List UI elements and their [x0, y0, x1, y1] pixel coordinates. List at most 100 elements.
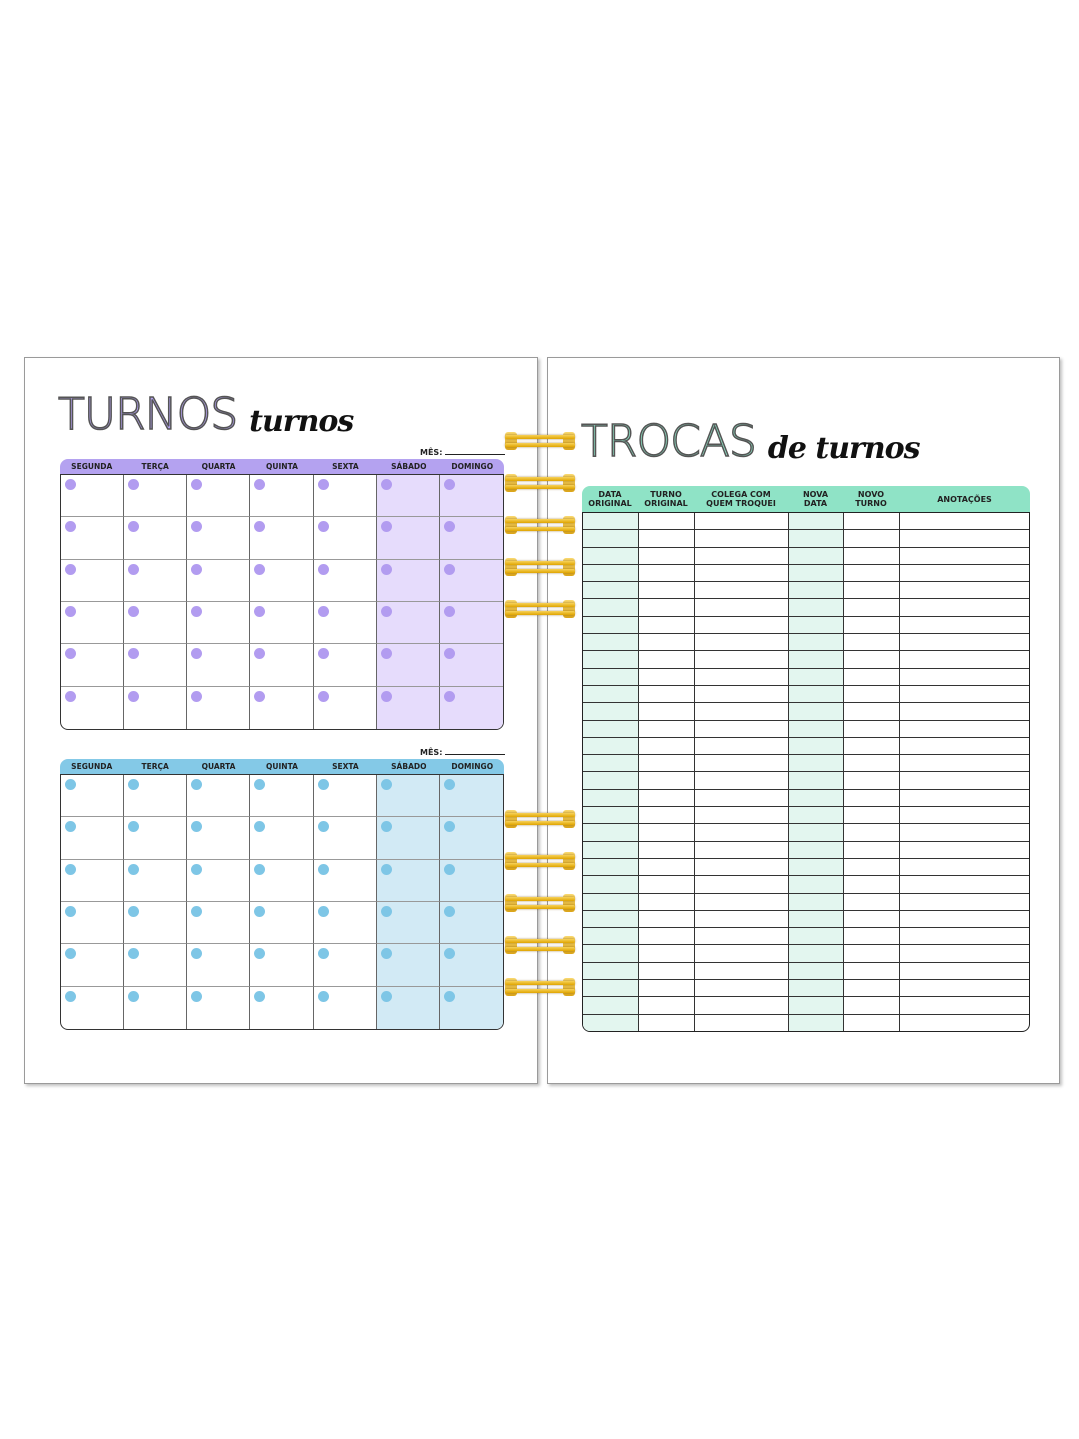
- table-cell[interactable]: [639, 616, 696, 634]
- table-cell[interactable]: [900, 859, 1029, 875]
- day-cell[interactable]: [187, 901, 251, 945]
- day-cell[interactable]: [61, 686, 125, 729]
- table-cell[interactable]: [844, 962, 901, 980]
- table-cell[interactable]: [788, 962, 844, 980]
- table-cell[interactable]: [695, 530, 789, 547]
- table-cell[interactable]: [695, 772, 789, 789]
- day-cell[interactable]: [61, 859, 125, 902]
- table-cell[interactable]: [639, 928, 696, 945]
- day-cell[interactable]: [250, 901, 314, 945]
- table-cell[interactable]: [695, 841, 789, 858]
- table-cell[interactable]: [900, 945, 1029, 961]
- day-cell[interactable]: [439, 475, 503, 518]
- table-cell[interactable]: [583, 737, 640, 755]
- day-cell[interactable]: [187, 686, 251, 729]
- table-cell[interactable]: [639, 547, 696, 564]
- table-cell[interactable]: [900, 721, 1029, 737]
- day-cell[interactable]: [376, 775, 440, 818]
- day-cell[interactable]: [187, 986, 251, 1029]
- table-cell[interactable]: [695, 616, 789, 634]
- day-cell[interactable]: [376, 475, 440, 518]
- day-cell[interactable]: [187, 475, 251, 518]
- day-cell[interactable]: [124, 986, 188, 1029]
- table-cell[interactable]: [788, 807, 844, 824]
- table-cell[interactable]: [639, 530, 696, 547]
- day-cell[interactable]: [313, 817, 377, 860]
- table-cell[interactable]: [900, 997, 1029, 1013]
- table-cell[interactable]: [695, 980, 789, 997]
- table-cell[interactable]: [639, 824, 696, 841]
- day-cell[interactable]: [61, 775, 125, 818]
- table-cell[interactable]: [583, 668, 640, 685]
- table-cell[interactable]: [583, 962, 640, 980]
- table-cell[interactable]: [583, 858, 640, 876]
- table-cell[interactable]: [844, 789, 901, 807]
- table-cell[interactable]: [695, 807, 789, 824]
- day-cell[interactable]: [124, 475, 188, 518]
- table-cell[interactable]: [639, 962, 696, 980]
- table-cell[interactable]: [695, 599, 789, 616]
- day-cell[interactable]: [376, 901, 440, 945]
- table-cell[interactable]: [583, 634, 640, 651]
- table-cell[interactable]: [695, 737, 789, 755]
- table-cell[interactable]: [788, 737, 844, 755]
- day-cell[interactable]: [439, 901, 503, 945]
- table-cell[interactable]: [844, 824, 901, 841]
- day-cell[interactable]: [124, 775, 188, 818]
- table-cell[interactable]: [788, 616, 844, 634]
- day-cell[interactable]: [250, 686, 314, 729]
- table-cell[interactable]: [900, 513, 1029, 529]
- table-cell[interactable]: [695, 893, 789, 910]
- day-cell[interactable]: [313, 475, 377, 518]
- table-cell[interactable]: [900, 963, 1029, 979]
- table-cell[interactable]: [695, 582, 789, 599]
- table-cell[interactable]: [788, 720, 844, 737]
- table-cell[interactable]: [900, 582, 1029, 598]
- table-cell[interactable]: [788, 668, 844, 685]
- table-cell[interactable]: [639, 513, 696, 530]
- table-cell[interactable]: [639, 720, 696, 737]
- table-cell[interactable]: [844, 910, 901, 928]
- day-cell[interactable]: [61, 944, 125, 987]
- table-cell[interactable]: [900, 548, 1029, 564]
- table-cell[interactable]: [695, 928, 789, 945]
- table-cell[interactable]: [583, 616, 640, 634]
- table-cell[interactable]: [844, 651, 901, 668]
- table-cell[interactable]: [844, 807, 901, 824]
- table-cell[interactable]: [639, 668, 696, 685]
- table-cell[interactable]: [583, 599, 640, 616]
- table-cell[interactable]: [900, 530, 1029, 546]
- table-cell[interactable]: [900, 807, 1029, 823]
- table-cell[interactable]: [788, 755, 844, 772]
- day-cell[interactable]: [439, 817, 503, 860]
- table-cell[interactable]: [583, 547, 640, 564]
- table-cell[interactable]: [788, 928, 844, 945]
- table-cell[interactable]: [900, 703, 1029, 719]
- table-cell[interactable]: [583, 997, 640, 1014]
- table-cell[interactable]: [695, 651, 789, 668]
- table-cell[interactable]: [639, 582, 696, 599]
- table-cell[interactable]: [639, 841, 696, 858]
- table-cell[interactable]: [844, 599, 901, 616]
- table-cell[interactable]: [695, 1014, 789, 1031]
- table-cell[interactable]: [900, 599, 1029, 615]
- table-cell[interactable]: [695, 668, 789, 685]
- table-cell[interactable]: [844, 1014, 901, 1031]
- table-cell[interactable]: [900, 772, 1029, 788]
- table-cell[interactable]: [639, 651, 696, 668]
- day-cell[interactable]: [376, 559, 440, 602]
- day-cell[interactable]: [61, 986, 125, 1029]
- table-cell[interactable]: [844, 737, 901, 755]
- table-cell[interactable]: [788, 789, 844, 807]
- table-cell[interactable]: [844, 980, 901, 997]
- table-cell[interactable]: [900, 651, 1029, 667]
- table-cell[interactable]: [844, 720, 901, 737]
- day-cell[interactable]: [250, 475, 314, 518]
- table-cell[interactable]: [788, 651, 844, 668]
- table-cell[interactable]: [583, 928, 640, 945]
- day-cell[interactable]: [313, 775, 377, 818]
- day-cell[interactable]: [439, 559, 503, 602]
- table-cell[interactable]: [844, 616, 901, 634]
- table-cell[interactable]: [788, 1014, 844, 1031]
- table-cell[interactable]: [844, 530, 901, 547]
